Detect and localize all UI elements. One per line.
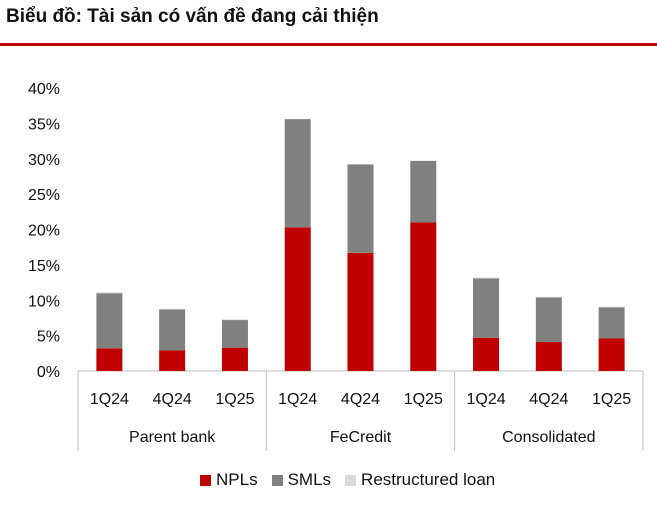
bar-smls [473,278,500,338]
bar-npls [221,347,248,371]
group-label: Parent bank [129,429,216,446]
legend-label-npls: NPLs [216,470,258,489]
title-underline [0,43,657,46]
y-tick-label: 40% [28,81,60,98]
bar-smls [284,119,311,228]
bar-restructured-loan [535,296,562,298]
bar-smls [347,164,374,253]
legend-swatch-npls [200,474,211,486]
bar-npls [347,252,374,371]
y-tick-label: 20% [28,223,60,240]
x-tick-label: 1Q24 [278,391,317,408]
bar-npls [410,222,437,371]
bar-restructured-loan [473,277,500,279]
y-tick-label: 0% [37,364,60,381]
x-tick-label: 4Q24 [341,391,380,408]
legend-swatch-restructured-loan [345,474,357,486]
group-label: Consolidated [502,429,595,446]
legend-item-npls: NPLs [200,470,258,490]
bar-restructured-loan [598,306,625,308]
y-tick-label: 15% [28,258,60,275]
legend-item-smls: SMLs [271,470,332,490]
y-tick-label: 30% [28,152,60,169]
bar-smls [535,297,562,342]
legend-swatch-smls [271,474,283,486]
legend-label-smls: SMLs [287,470,332,489]
bar-npls [535,341,562,371]
bar-smls [598,307,625,339]
bar-restructured-loan [221,319,248,321]
x-tick-label: 1Q24 [466,391,505,408]
bar-restructured-loan [159,308,186,310]
bar-smls [410,160,437,223]
bar-npls [473,337,500,371]
bar-restructured-loan [96,292,123,294]
bar-smls [96,293,123,349]
bar-npls [159,350,186,371]
bar-npls [96,348,123,371]
bar-smls [221,320,248,348]
legend-item-restructured-loan: Restructured loan [345,470,495,490]
bar-npls [284,227,311,371]
x-tick-label: 1Q25 [404,391,443,408]
x-tick-label: 1Q25 [592,391,631,408]
x-tick-label: 4Q24 [529,391,568,408]
x-tick-label: 1Q25 [215,391,254,408]
x-tick-label: 1Q24 [90,391,129,408]
y-tick-label: 35% [28,116,60,133]
legend-label-restructured-loan: Restructured loan [361,470,496,489]
bar-npls [598,338,625,371]
y-tick-label: 5% [37,329,60,346]
legend: NPLs SMLs Restructured loan [200,470,509,490]
group-label: FeCredit [330,429,392,446]
bar-smls [159,309,186,351]
chart-title: Biểu đồ: Tài sản có vấn đề đang cải thiệ… [6,6,379,27]
y-tick-label: 10% [28,293,60,310]
x-tick-label: 4Q24 [153,391,192,408]
y-tick-label: 25% [28,187,60,204]
